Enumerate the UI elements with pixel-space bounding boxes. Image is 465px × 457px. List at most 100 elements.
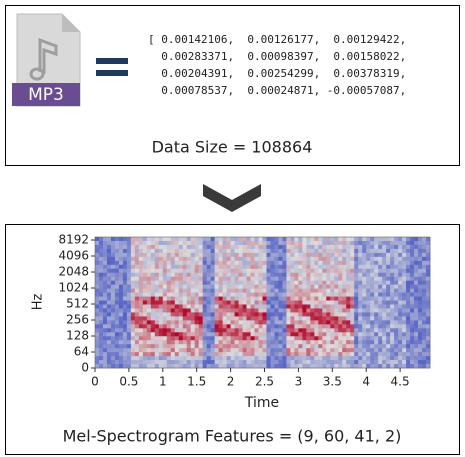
- spectrogram-cell: [290, 260, 295, 266]
- spectrogram-cell: [202, 312, 208, 317]
- spectrogram-cell: [102, 352, 108, 357]
- spectrogram-cell: [226, 320, 231, 325]
- spectrogram-cell: [146, 336, 152, 341]
- spectrogram-cell: [238, 240, 243, 246]
- spectrogram-cell: [98, 288, 104, 293]
- spectrogram-cell: [282, 356, 287, 361]
- spectrogram-cell: [334, 276, 339, 282]
- spectrogram-cell: [246, 260, 251, 266]
- spectrogram-cell: [262, 244, 267, 250]
- spectrogram-cell: [282, 256, 287, 262]
- spectrogram-cell: [254, 308, 259, 313]
- spectrogram-cell: [370, 316, 375, 321]
- spectrogram-cell: [174, 237, 180, 242]
- spectrogram-cell: [102, 308, 108, 313]
- spectrogram-cell: [178, 356, 184, 361]
- spectrogram-cell: [406, 320, 411, 325]
- spectrogram-cell: [218, 336, 224, 341]
- spectrogram-cell: [134, 264, 140, 270]
- spectrogram-cell: [202, 276, 208, 282]
- spectrogram-cell: [110, 284, 116, 290]
- spectrogram-cell: [226, 264, 231, 270]
- spectrogram-cell: [210, 356, 216, 361]
- spectrogram-cell: [230, 256, 235, 262]
- spectrogram-cell: [150, 248, 156, 254]
- spectrogram-cell: [338, 340, 343, 345]
- spectrogram-cell: [210, 268, 216, 274]
- spectrogram-cell: [242, 348, 247, 353]
- spectrogram-cell: [390, 240, 395, 246]
- spectrogram-cell: [114, 312, 120, 317]
- spectrogram-cell: [174, 364, 180, 369]
- spectrogram-cell: [310, 244, 315, 250]
- spectrogram-cell: [278, 284, 283, 290]
- spectrogram-cell: [222, 280, 228, 286]
- spectrogram-cell: [118, 308, 124, 313]
- spectrogram-cell: [410, 364, 415, 369]
- spectrogram-cell: [258, 304, 263, 309]
- spectrogram-cell: [406, 316, 411, 321]
- spectrogram-cell: [138, 348, 144, 353]
- y-tick-label: 2048: [58, 265, 89, 279]
- spectrogram-cell: [262, 328, 267, 333]
- spectrogram-cell: [314, 276, 319, 282]
- spectrogram-cell: [130, 332, 136, 337]
- spectrogram-cell: [334, 252, 339, 258]
- spectrogram-cell: [330, 320, 335, 325]
- spectrogram-cell: [394, 280, 399, 286]
- spectrogram-cell: [246, 320, 251, 325]
- spectrogram-cell: [274, 340, 279, 345]
- spectrogram-cell: [126, 280, 132, 286]
- spectrogram-cell: [290, 272, 295, 278]
- spectrogram-cell: [362, 237, 367, 242]
- spectrogram-cell: [350, 284, 355, 290]
- spectrogram-cell: [278, 356, 283, 361]
- spectrogram-cell: [350, 328, 355, 333]
- spectrogram-cell: [190, 356, 196, 361]
- spectrogram-cell: [214, 320, 220, 325]
- x-tick-label: 1.5: [187, 375, 206, 389]
- spectrogram-cell: [138, 276, 144, 282]
- spectrogram-cell: [286, 280, 291, 286]
- spectrogram-cell: [106, 244, 112, 250]
- spectrogram-cell: [294, 252, 299, 258]
- spectrogram-cell: [182, 237, 188, 242]
- spectrogram-cell: [182, 240, 188, 246]
- spectrogram-cell: [402, 276, 407, 282]
- spectrogram-cell: [98, 332, 104, 337]
- spectrogram-cell: [194, 268, 200, 274]
- spectrogram-cell: [190, 237, 196, 242]
- spectrogram-cell: [210, 324, 216, 329]
- spectrogram-cell: [290, 336, 295, 341]
- spectrogram-cell: [250, 324, 255, 329]
- spectrogram-cell: [270, 252, 275, 258]
- spectrogram-cell: [410, 316, 415, 321]
- spectrogram-cell: [410, 272, 415, 278]
- spectrogram-cell: [306, 252, 311, 258]
- spectrogram-cell: [338, 268, 343, 274]
- spectrogram-cell: [286, 248, 291, 254]
- spectrogram-cell: [382, 348, 387, 353]
- spectrogram-cell: [326, 280, 331, 286]
- spectrogram-cell: [414, 316, 419, 321]
- spectrogram-cell: [238, 344, 243, 349]
- spectrogram-cell: [382, 364, 387, 369]
- spectrogram-cell: [426, 332, 431, 337]
- spectrogram-cell: [358, 364, 363, 369]
- spectrogram-cell: [374, 256, 379, 262]
- spectrogram-cell: [118, 352, 124, 357]
- spectrogram-cell: [378, 348, 383, 353]
- spectrogram-cell: [150, 332, 156, 337]
- spectrogram-cell: [362, 256, 367, 262]
- spectrogram-cell: [138, 256, 144, 262]
- spectrogram-cell: [218, 252, 224, 258]
- spectrogram-cell: [362, 244, 367, 250]
- spectrogram-cell: [410, 300, 415, 305]
- spectrogram-cell: [366, 340, 371, 345]
- spectrogram-cell: [318, 348, 323, 353]
- spectrogram-cell: [226, 336, 231, 341]
- mp3-icon: MP3: [12, 13, 81, 107]
- spectrogram-cell: [230, 320, 235, 325]
- spectrogram-cell: [286, 264, 291, 270]
- spectrogram-cell: [134, 328, 140, 333]
